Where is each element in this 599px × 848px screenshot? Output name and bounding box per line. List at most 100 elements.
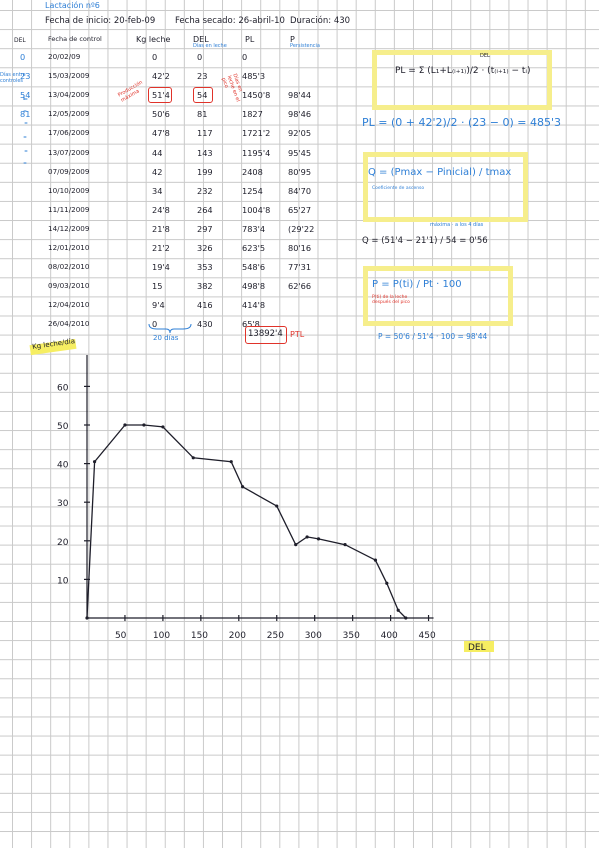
- cell-fecha: 09/03/2010: [48, 281, 90, 291]
- x-tick-label: 150: [191, 631, 208, 641]
- data-point: [142, 423, 146, 427]
- twenty-days-label: 20 días: [153, 334, 179, 342]
- ptl-box: [245, 326, 287, 344]
- cell-del: 23: [197, 71, 208, 82]
- page-title: Lactación nº6: [45, 1, 100, 10]
- q-formula-box: [363, 152, 528, 222]
- cell-del: 353: [197, 262, 213, 273]
- cell-kg: 51'4: [152, 90, 170, 101]
- xlabel-highlight: [464, 641, 494, 652]
- cell-kg: 50'6: [152, 109, 170, 120]
- cell-del: 326: [197, 243, 213, 253]
- cell-pl: 1721'2: [242, 128, 271, 139]
- cell-kg: 19'4: [152, 262, 170, 273]
- cell-del: 143: [197, 147, 213, 158]
- x-tick-label: 100: [153, 631, 170, 641]
- q-formula: Q = (Pmax − Pinicial) / tmax: [368, 167, 512, 178]
- ptl-value: 13892'4: [248, 329, 283, 339]
- cell-kg: 34: [152, 185, 163, 196]
- left-del-value: 54: [20, 90, 31, 101]
- cell-p: 98'44: [288, 90, 312, 101]
- cell-p: (29'22: [288, 223, 315, 234]
- cell-kg: 15: [152, 281, 163, 292]
- y-tick-label: 60: [57, 383, 69, 393]
- cell-pl: 623'5: [242, 243, 266, 253]
- cell-pl: 485'3: [242, 71, 266, 82]
- cell-fecha: 11/11/2009: [48, 204, 90, 214]
- cell-del: 264: [197, 204, 213, 215]
- cell-del: 232: [197, 185, 213, 196]
- y-tick-label: 40: [57, 461, 69, 471]
- cell-p: 62'66: [288, 281, 312, 292]
- x-tick-label: 50: [115, 631, 127, 641]
- data-point: [396, 608, 400, 612]
- cell-kg: 21'2: [152, 243, 170, 253]
- data-point: [161, 425, 165, 429]
- cell-p: 98'46: [288, 109, 312, 120]
- data-point: [343, 543, 347, 547]
- dry-date: Fecha secado: 26-abril-10: [175, 16, 285, 26]
- cell-fecha: 12/01/2010: [48, 243, 90, 252]
- chart-xlabel: DEL: [468, 643, 486, 653]
- cell-pl: 548'6: [242, 262, 266, 273]
- cell-fecha: 17/06/2009: [48, 128, 90, 138]
- cell-p: 95'45: [288, 147, 312, 158]
- kg-header: Kg leche: [136, 35, 171, 44]
- cell-kg: 0: [152, 319, 158, 330]
- cell-kg: 42'2: [152, 71, 170, 82]
- cell-pl: 0: [242, 52, 248, 62]
- left-del-value: 0: [20, 52, 26, 62]
- cell-del: 199: [197, 166, 213, 177]
- cell-del: 382: [197, 281, 213, 292]
- p-header: P: [290, 35, 295, 44]
- data-point: [305, 535, 309, 539]
- x-tick-label: 250: [267, 631, 284, 641]
- cell-fecha: 13/04/2009: [48, 90, 90, 100]
- x-tick-label: 400: [381, 631, 398, 641]
- peak-kg-box: [148, 87, 172, 103]
- ptl-label: PTL: [290, 330, 305, 339]
- data-point: [92, 460, 97, 464]
- data-point: [404, 616, 408, 620]
- cell-p: 77'31: [288, 262, 312, 273]
- cell-pl: 1827: [242, 109, 263, 120]
- cell-del: 117: [197, 128, 213, 139]
- left-del-value: 81: [20, 109, 31, 120]
- p-formula: P = P(ti) / Pt · 100: [372, 279, 462, 290]
- pl-header: PL: [245, 35, 255, 44]
- cell-del: 430: [197, 319, 213, 330]
- data-point: [229, 460, 233, 464]
- cell-fecha: 14/12/2009: [48, 223, 90, 233]
- pl-formula-box: [372, 50, 552, 110]
- pl-formula-sup: DEL: [480, 53, 490, 59]
- data-point: [191, 456, 195, 460]
- data-point: [85, 616, 89, 620]
- left-del-header: DEL: [14, 37, 26, 44]
- cell-p: 65'27: [288, 204, 312, 215]
- x-tick-label: 350: [343, 631, 360, 641]
- data-point: [316, 537, 321, 541]
- cell-fecha: 26/04/2010: [48, 319, 90, 329]
- cell-pl: 1254: [242, 185, 263, 196]
- cell-fecha: 20/02/09: [48, 52, 81, 61]
- brace-20-days: [148, 323, 192, 334]
- start-date: Fecha de inicio: 20-feb-09: [45, 16, 156, 26]
- cell-kg: 9'4: [152, 300, 165, 311]
- cell-pl: 498'8: [242, 281, 266, 292]
- cell-del: 81: [197, 109, 208, 120]
- p-subheader: Persistencia: [290, 43, 320, 49]
- data-point: [123, 423, 127, 427]
- cell-fecha: 12/04/2010: [48, 300, 90, 310]
- p-formula-box: [363, 266, 513, 326]
- left-del-value: 23: [20, 71, 31, 82]
- cell-kg: 24'8: [152, 204, 170, 215]
- cell-p: 84'70: [288, 185, 312, 196]
- cell-pl: 414'8: [242, 300, 266, 311]
- p-example: P = 50'6 / 51'4 · 100 = 98'44: [378, 332, 488, 341]
- cell-pl: 1004'8: [242, 204, 271, 215]
- q-example-note: máxima · a los 4 días: [430, 222, 484, 228]
- y-tick-label: 50: [57, 422, 69, 432]
- cell-del: 416: [197, 300, 213, 311]
